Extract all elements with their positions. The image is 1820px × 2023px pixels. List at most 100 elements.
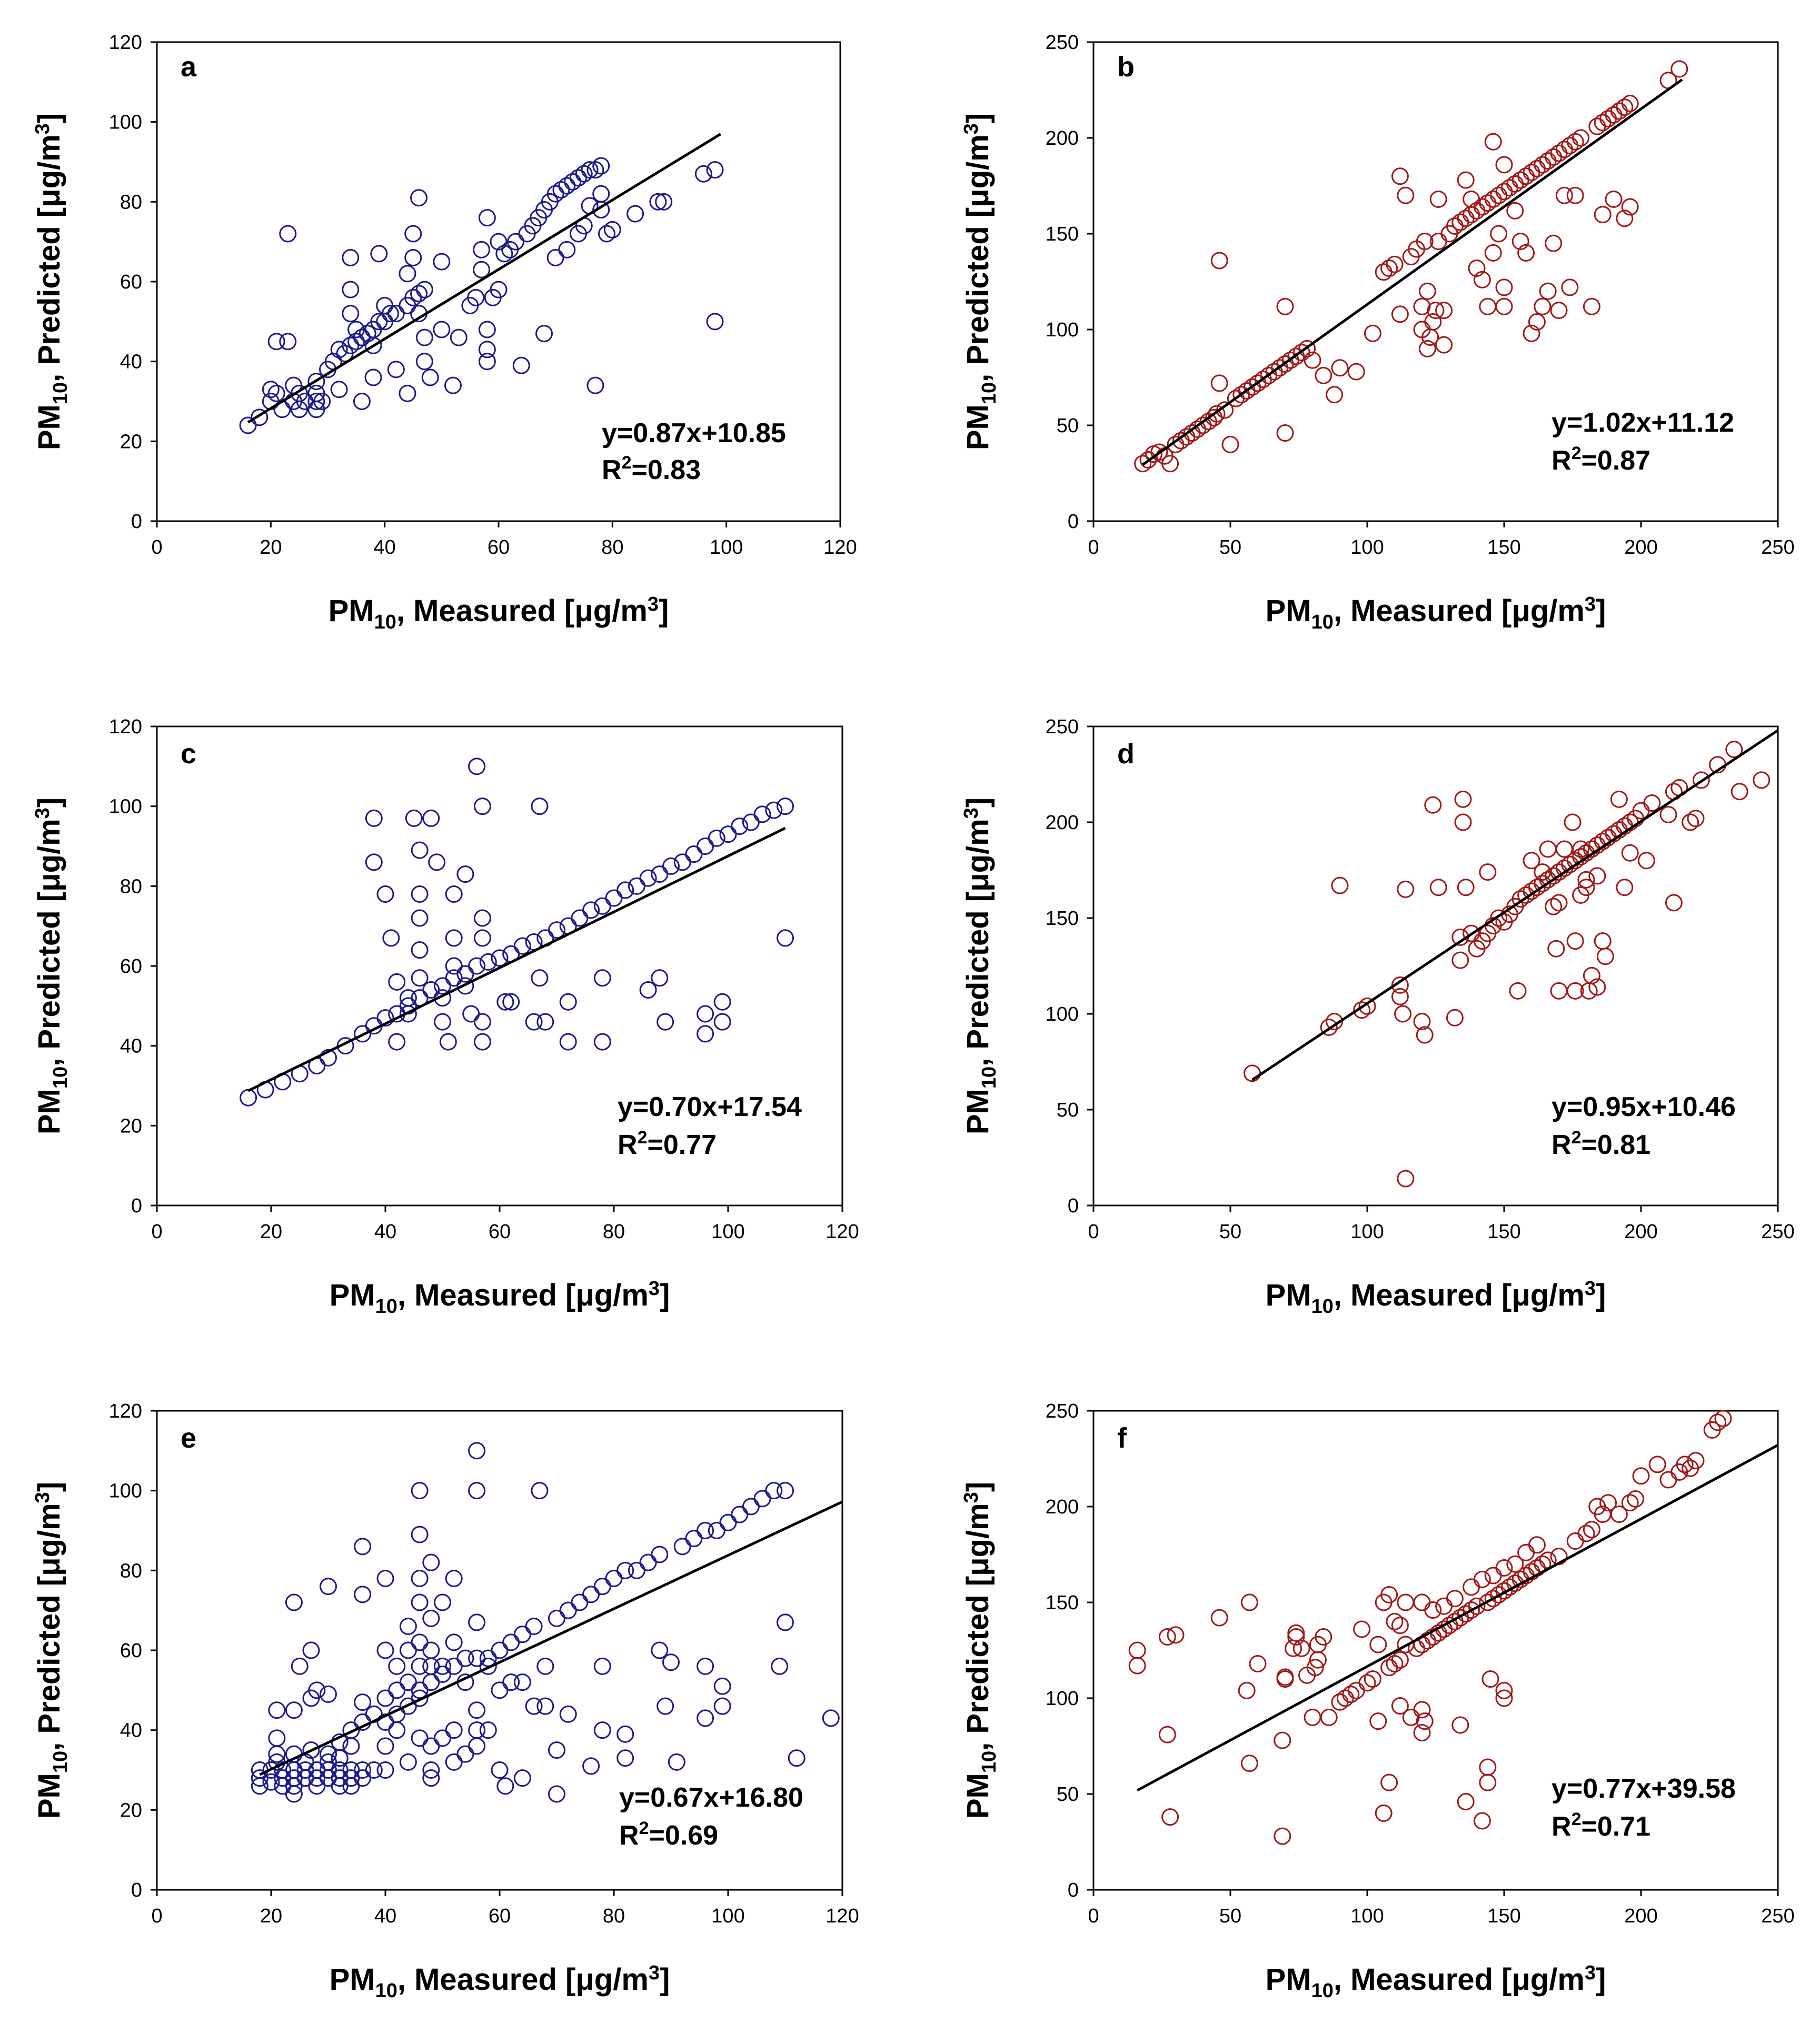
data-point	[473, 1033, 491, 1051]
data-point	[1358, 997, 1376, 1015]
data-point	[1484, 133, 1502, 151]
data-point	[1161, 455, 1179, 473]
axis-ticks	[151, 1410, 843, 1896]
data-point	[731, 1506, 749, 1523]
data-point	[308, 1761, 326, 1779]
data-point	[1479, 1773, 1497, 1791]
y-tick-label: 200	[1046, 812, 1079, 834]
data-point	[1391, 167, 1409, 185]
data-point	[347, 321, 365, 338]
data-point	[422, 1769, 440, 1787]
data-point	[411, 1729, 429, 1747]
data-point	[1457, 171, 1475, 189]
data-point	[490, 233, 508, 251]
x-tick-label: 80	[601, 536, 623, 559]
data-point	[1490, 186, 1508, 204]
x-tick-label: 100	[1350, 1221, 1384, 1243]
data-point	[593, 969, 611, 987]
data-point	[1454, 790, 1472, 808]
x-tick-label: 200	[1624, 1905, 1657, 1927]
data-point	[422, 1553, 440, 1571]
data-point	[1309, 1651, 1327, 1669]
r-squared-label: R2=0.83	[602, 453, 701, 485]
data-point	[628, 877, 645, 895]
data-point	[1621, 198, 1639, 216]
data-point	[1158, 1726, 1176, 1743]
data-point	[468, 1721, 486, 1739]
data-point	[468, 1482, 486, 1500]
data-point	[1221, 435, 1239, 453]
data-point	[320, 1685, 337, 1703]
data-point	[415, 328, 433, 346]
panel-d: 0 50 100 150 200 250 0 50 100 150 200 250 d y=0.95x…	[960, 716, 1795, 1318]
data-point	[719, 1513, 737, 1531]
x-axis-title: PM10, Measured [μg/m3]	[330, 1278, 670, 1318]
r-squared-exponent: 2	[1572, 443, 1582, 463]
data-point	[331, 1769, 349, 1787]
data-point	[1692, 771, 1710, 789]
data-point	[525, 1013, 543, 1031]
tick-labels: 0 20 40 60 80 100 120 0 20 40 60 80 100 120	[109, 32, 857, 559]
data-point	[1495, 1681, 1513, 1699]
data-point	[1463, 1578, 1480, 1596]
x-tick-label: 200	[1624, 536, 1657, 559]
data-point	[1369, 1712, 1387, 1730]
data-point	[1495, 278, 1513, 296]
data-point	[364, 368, 382, 386]
y-tick-label: 80	[120, 875, 142, 898]
x-tick-label: 0	[151, 536, 162, 559]
x-axis-title: PM10, Measured [μg/m3]	[1266, 1962, 1606, 2002]
y-tick-label: 100	[1046, 1688, 1079, 1710]
axis-ticks	[1087, 725, 1779, 1212]
data-point	[1687, 1452, 1705, 1470]
data-point	[1490, 225, 1508, 243]
panel-f: 0 50 100 150 200 250 0 50 100 150 200 250 f y=0.77x…	[960, 1400, 1795, 2002]
data-point	[320, 1578, 337, 1596]
data-point	[603, 221, 621, 238]
data-point	[502, 1633, 520, 1651]
data-point	[376, 1689, 394, 1707]
data-point	[434, 1657, 451, 1675]
data-point	[478, 209, 496, 227]
x-tick-label: 50	[1219, 1905, 1241, 1927]
data-point	[313, 393, 331, 410]
data-point	[571, 909, 589, 927]
regression-line	[1142, 78, 1683, 466]
data-point	[1380, 1659, 1398, 1677]
data-point	[1435, 1597, 1453, 1615]
data-point	[302, 1641, 320, 1659]
data-point	[1616, 98, 1634, 116]
data-point	[411, 1593, 429, 1611]
data-point	[376, 1713, 394, 1731]
tick-labels: 0 50 100 150 200 250 0 50 100 150 200 250	[1046, 716, 1795, 1243]
x-tick-label: 0	[151, 1905, 162, 1927]
data-point	[1292, 1639, 1310, 1657]
data-point	[285, 1701, 303, 1719]
data-point	[536, 1657, 554, 1675]
data-point	[1394, 1005, 1412, 1023]
x-tick-label: 100	[1350, 1905, 1384, 1927]
data-point	[387, 305, 405, 323]
data-point	[1511, 171, 1529, 189]
data-point	[616, 881, 634, 899]
data-point	[1210, 252, 1228, 270]
axis-ticks	[1087, 1410, 1779, 1896]
x-tick-label: 100	[710, 536, 743, 559]
data-point	[1331, 359, 1349, 377]
data-point	[1566, 186, 1584, 204]
y-axis-title: PM10, Predicted [μg/m3]	[32, 1482, 72, 1819]
data-point	[491, 1681, 509, 1699]
data-point	[1605, 106, 1623, 124]
data-point	[1528, 1536, 1546, 1554]
data-point	[491, 1761, 509, 1779]
data-point	[1397, 880, 1415, 898]
y-axis-title: PM10, Predicted [μg/m3]	[960, 1482, 1000, 1819]
data-point	[354, 1769, 372, 1787]
y-tick-label: 250	[1046, 32, 1079, 54]
data-point	[354, 1025, 372, 1043]
data-point	[777, 1613, 794, 1631]
data-point	[439, 1033, 457, 1051]
data-point	[450, 328, 468, 346]
data-point	[445, 929, 463, 947]
